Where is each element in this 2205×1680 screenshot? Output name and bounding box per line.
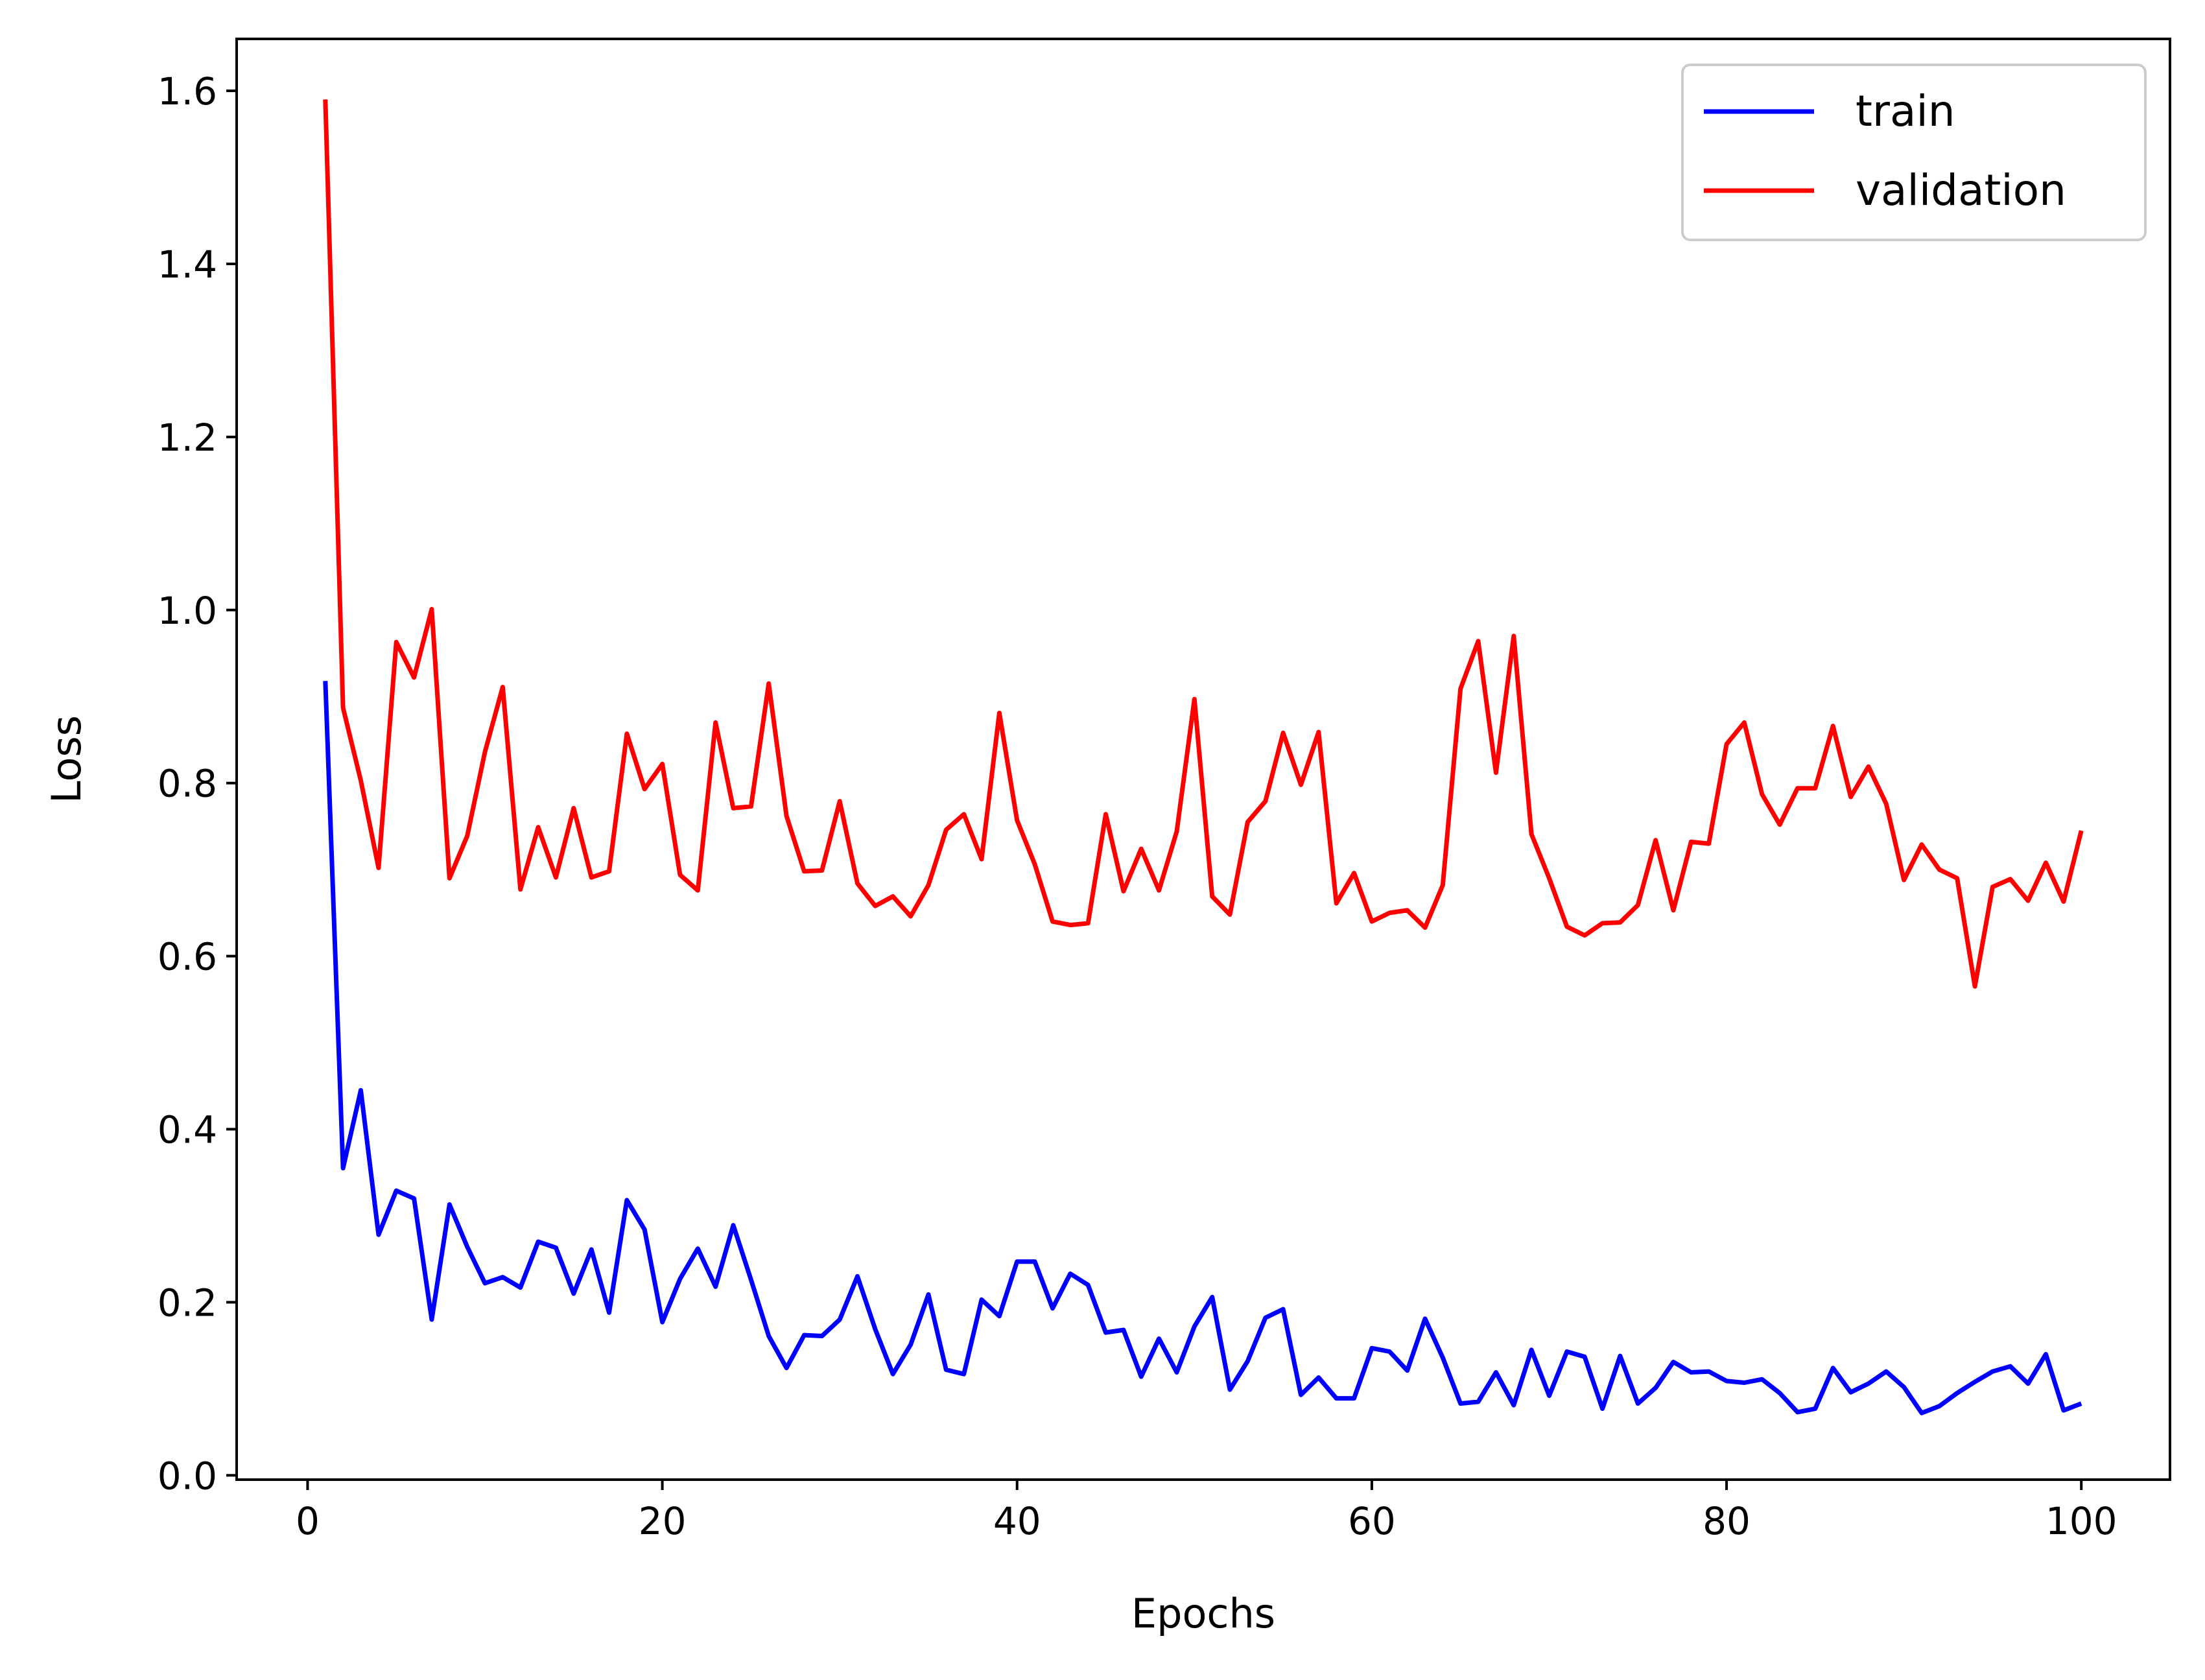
plot-frame [235, 38, 2171, 1481]
y-tick-label: 1.4 [158, 243, 217, 287]
series-line-validation [323, 99, 2084, 989]
y-axis-label: Loss [43, 715, 90, 803]
x-tick-label: 0 [296, 1499, 320, 1543]
y-tick-label: 1.0 [158, 589, 217, 633]
x-tick-label: 100 [2046, 1499, 2117, 1543]
y-tick-label: 1.2 [158, 416, 217, 460]
y-tick-label: 0.2 [158, 1281, 217, 1325]
y-axis: 0.0 0.2 0.4 0.6 0.8 1.0 1.2 1.4 1.6 [158, 69, 237, 1498]
legend-label-train: train [1856, 86, 1955, 136]
y-tick-label: 0.4 [158, 1108, 217, 1152]
series-line-train [323, 681, 2082, 1415]
y-tick-label: 1.6 [158, 69, 217, 113]
x-axis-label: Epochs [1131, 1590, 1275, 1637]
legend-box [1681, 64, 2147, 241]
y-tick-label: 0.0 [158, 1454, 217, 1498]
x-axis: 0 20 40 60 80 100 [296, 1480, 2117, 1543]
legend: train validation [1681, 64, 2147, 241]
x-tick-label: 40 [993, 1499, 1041, 1543]
plot-lines [323, 99, 2084, 1415]
x-tick-label: 80 [1703, 1499, 1751, 1543]
y-tick-label: 0.6 [158, 935, 217, 979]
x-tick-label: 20 [639, 1499, 687, 1543]
x-tick-label: 60 [1348, 1499, 1396, 1543]
legend-label-validation: validation [1856, 165, 2066, 215]
y-tick-label: 0.8 [158, 762, 217, 806]
